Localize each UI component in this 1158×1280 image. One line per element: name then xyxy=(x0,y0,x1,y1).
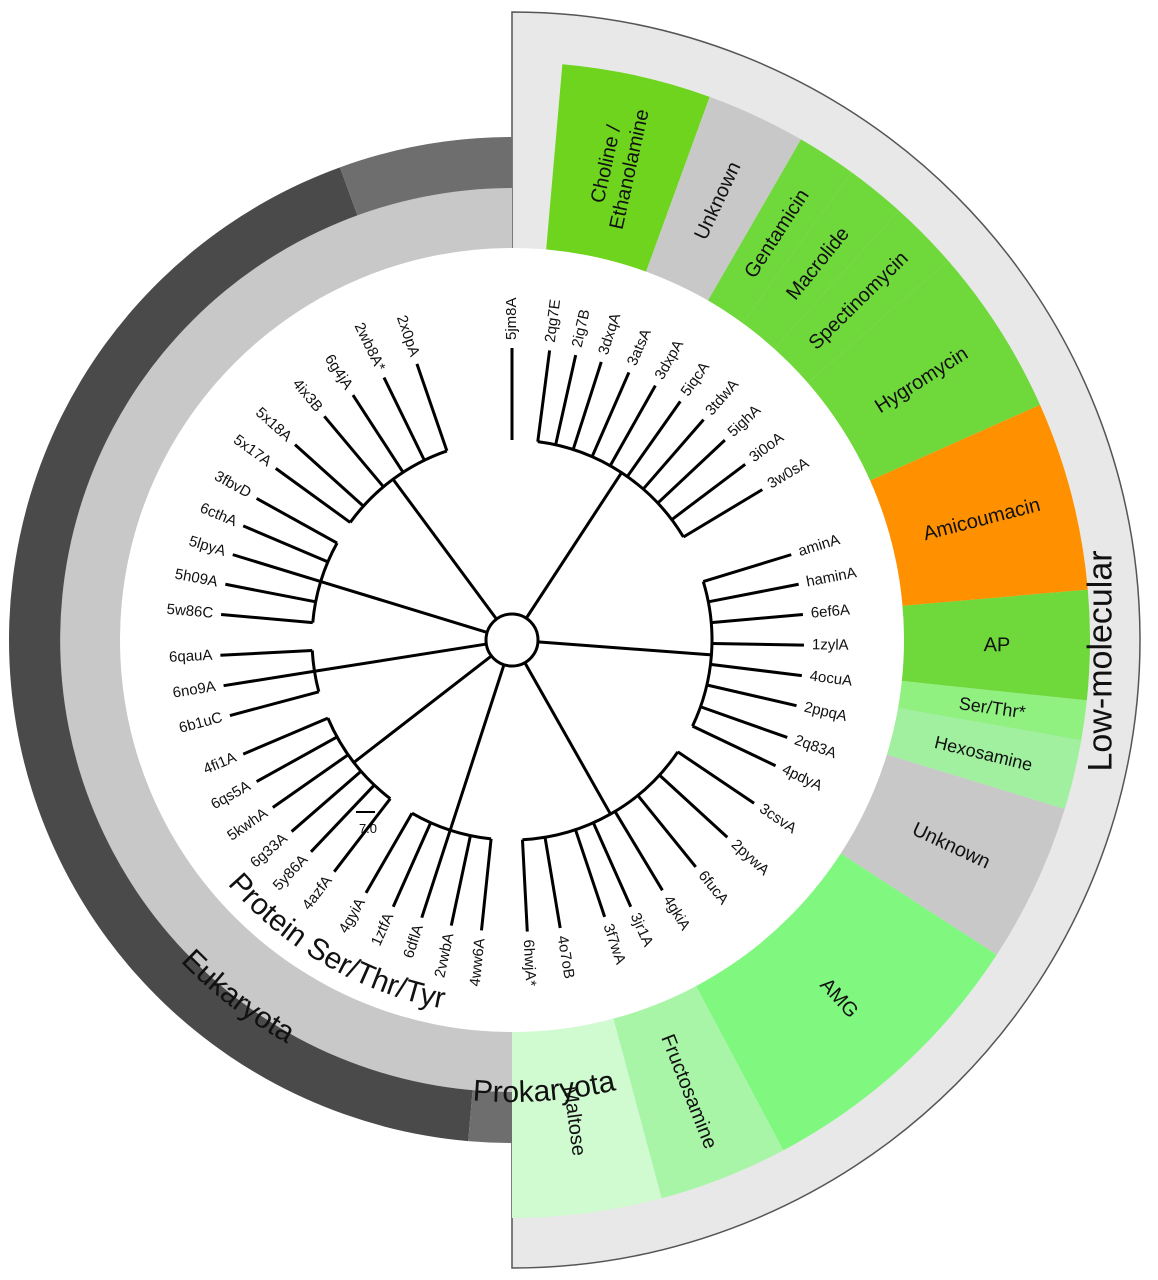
leaf-branch xyxy=(613,810,664,892)
sector-ser-thr xyxy=(896,680,1087,741)
leaf-label: 2qg7E xyxy=(542,298,564,343)
leaf-branch xyxy=(711,641,804,647)
leaf-branch xyxy=(642,418,705,491)
clade-stem xyxy=(352,654,493,764)
sector-macrolide xyxy=(741,172,899,351)
leaf-branch xyxy=(636,794,697,868)
sector-spectinomycin xyxy=(772,210,949,385)
inner-white-disk xyxy=(120,248,904,1032)
leaf-branch xyxy=(420,829,452,919)
protein-ser-thr-tyr-ring xyxy=(60,188,513,1092)
leaf-branch xyxy=(415,363,449,452)
sector-unknown xyxy=(645,96,801,303)
scale-bar-label: 7.0 xyxy=(359,821,377,836)
root-arc xyxy=(484,612,540,668)
leaf-branch xyxy=(290,770,363,833)
clade-stem xyxy=(448,664,506,831)
leaf-branch xyxy=(255,497,338,545)
leaf-label: 6qauA xyxy=(169,647,213,666)
leaf-branch xyxy=(255,735,338,783)
leaf-branch xyxy=(670,463,747,521)
leaf-branch xyxy=(220,648,313,657)
clade-stem xyxy=(391,478,498,620)
leaf-branch xyxy=(309,784,376,853)
leaf-branch xyxy=(608,384,657,467)
leaf-branch xyxy=(333,797,392,873)
sector-choline-ethanolamine xyxy=(545,64,710,274)
leaf-branch xyxy=(232,553,322,583)
sector-maltose xyxy=(512,1016,662,1218)
leaf-label: 5jm8A xyxy=(503,297,520,340)
sector-gentamicin xyxy=(707,139,852,325)
leaf-label: 1zylA xyxy=(812,636,849,654)
leaf-branch xyxy=(242,716,329,756)
leaf-branch xyxy=(554,354,578,446)
leaf-label: 5w86C xyxy=(166,601,214,622)
leaf-branch xyxy=(676,750,755,805)
leaf-label: 6no9A xyxy=(171,678,217,702)
scale-bar: 7.0 xyxy=(356,811,377,836)
leaf-branch xyxy=(658,774,729,839)
leaf-branch xyxy=(220,613,313,625)
leaf-label: 6hwjA* xyxy=(520,939,539,987)
clade-stem xyxy=(537,640,712,657)
inner-disk xyxy=(120,248,904,1032)
leaf-branch xyxy=(229,690,320,718)
leaf-branch xyxy=(706,683,797,708)
leaf-branch xyxy=(323,415,385,488)
leaf-branch xyxy=(691,724,777,768)
sector-fructosamine xyxy=(612,984,784,1199)
leaf-label: 6ef6A xyxy=(810,601,851,621)
leaf-branch xyxy=(543,837,562,929)
clade-stem xyxy=(320,580,488,634)
leaf-branch xyxy=(571,361,603,451)
leaf-branch xyxy=(574,829,607,918)
leaf-branch xyxy=(351,394,405,474)
low-molecular-label: Low-molecular xyxy=(1082,550,1120,771)
leaf-branch xyxy=(274,467,352,524)
leaf-branch xyxy=(702,553,792,583)
leaf-label: 4o7oB xyxy=(554,934,578,980)
leaf-branch xyxy=(225,582,316,604)
family-sectors: Choline /Ethanolamine UnknownGentamicinMa… xyxy=(512,64,1090,1218)
sector-amicoumacin xyxy=(868,404,1088,607)
sector-hygromycin xyxy=(806,260,1041,482)
leaf-branch xyxy=(656,439,726,505)
leaf-branch xyxy=(520,839,529,932)
leaf-branch xyxy=(682,488,764,539)
leaf-branch xyxy=(700,705,788,739)
sector-hexosamine xyxy=(884,707,1082,809)
leaf-branch xyxy=(223,669,315,688)
leaf-branch xyxy=(271,753,350,809)
leaf-branch xyxy=(242,524,329,564)
leaf-branch xyxy=(391,822,433,908)
leaf-label: 4ocuA xyxy=(809,668,853,690)
sector-amg xyxy=(695,852,997,1151)
leaf-branch xyxy=(293,443,365,508)
clade-arc xyxy=(310,650,321,693)
sector-ap xyxy=(899,589,1090,701)
leaf-branch xyxy=(364,812,414,894)
leaf-label: 4ww6A xyxy=(467,937,489,987)
clade-stem xyxy=(314,642,487,673)
leaf-branch xyxy=(591,822,633,908)
leaf-branch xyxy=(710,662,803,678)
leaf-branch xyxy=(382,376,426,461)
sector-label-7: AP xyxy=(984,634,1011,656)
clade-stem xyxy=(524,471,623,620)
clade-arc xyxy=(311,542,339,623)
leaf-branch xyxy=(536,350,552,442)
sector-unknown xyxy=(839,754,1065,955)
tree-branches xyxy=(220,348,804,932)
leaf-branch xyxy=(711,613,804,625)
leaf-branch xyxy=(449,835,472,926)
clade-stem xyxy=(523,661,612,815)
leaf-branch xyxy=(708,582,799,604)
leaf-branch xyxy=(479,838,493,931)
leaf-branch xyxy=(626,400,682,478)
leaf-branch xyxy=(590,371,631,458)
